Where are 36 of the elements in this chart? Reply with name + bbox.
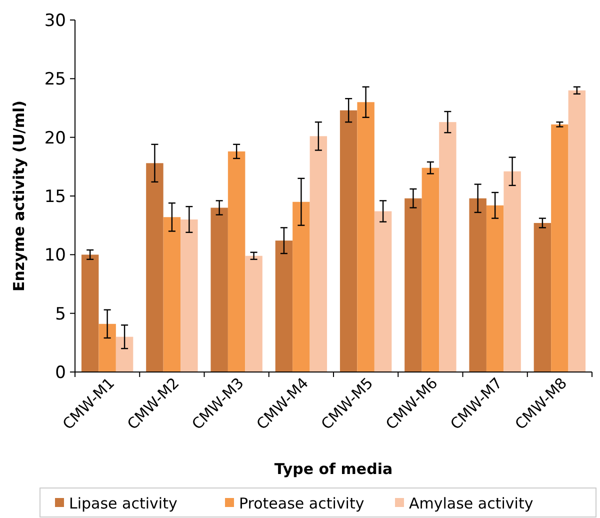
x-axis-title: Type of media xyxy=(274,460,393,478)
legend-label: Amylase activity xyxy=(409,494,534,512)
bar xyxy=(439,122,456,372)
bar xyxy=(310,136,328,372)
bar xyxy=(98,324,116,372)
bar xyxy=(275,240,293,372)
y-tick-label: 25 xyxy=(44,70,66,90)
bar xyxy=(504,171,521,372)
bar xyxy=(163,217,181,372)
bar xyxy=(292,202,310,372)
bar xyxy=(551,124,568,372)
bar xyxy=(534,222,552,372)
bar xyxy=(340,110,358,372)
y-tick-label: 0 xyxy=(55,362,66,383)
y-tick-label: 20 xyxy=(44,128,66,148)
legend-label: Lipase activity xyxy=(69,494,178,512)
y-tick-label: 10 xyxy=(44,246,66,266)
bar xyxy=(469,198,486,372)
bar xyxy=(81,254,99,372)
bar xyxy=(374,211,392,372)
bar xyxy=(210,208,228,372)
y-tick-label: 30 xyxy=(44,10,66,31)
bar xyxy=(568,90,586,372)
bar xyxy=(116,336,134,372)
bar xyxy=(146,163,164,372)
y-tick-label: 5 xyxy=(55,304,66,324)
bar xyxy=(228,151,246,372)
bar xyxy=(486,205,504,372)
bar xyxy=(422,168,440,372)
legend-label: Protease activity xyxy=(239,494,364,512)
bar xyxy=(404,198,422,372)
y-axis-title: Enzyme activity (U/ml) xyxy=(10,100,28,292)
y-tick-label: 15 xyxy=(44,186,66,207)
bar xyxy=(180,219,198,372)
bar xyxy=(357,102,374,372)
bar xyxy=(245,256,262,372)
